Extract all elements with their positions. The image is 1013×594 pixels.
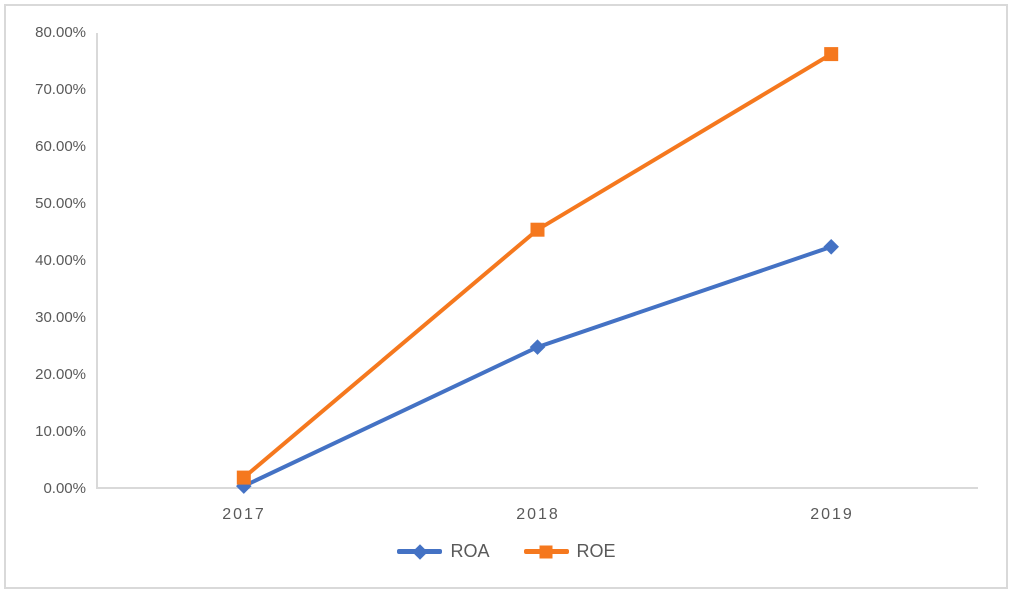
- y-tick-label: 30.00%: [35, 309, 86, 326]
- y-tick-label: 10.00%: [35, 423, 86, 440]
- diamond-marker-icon: [412, 543, 428, 560]
- y-tick-label: 60.00%: [35, 138, 86, 155]
- y-tick-label: 70.00%: [35, 81, 86, 98]
- y-tick-label: 80.00%: [35, 24, 86, 41]
- legend-item-roa: ROA: [397, 541, 490, 562]
- x-axis-line: [97, 487, 978, 489]
- y-tick-label: 40.00%: [35, 252, 86, 269]
- x-tick-label-2017: 2017: [222, 506, 266, 523]
- x-tick-label-2018: 2018: [516, 506, 560, 523]
- legend-label-roa: ROA: [450, 541, 490, 561]
- legend-label-roe: ROE: [576, 541, 616, 561]
- legend-item-roe: ROE: [523, 541, 616, 562]
- y-tick-label: 20.00%: [35, 366, 86, 383]
- y-axis-line: [96, 33, 98, 489]
- square-marker-icon: [539, 545, 553, 558]
- x-tick-label-2019: 2019: [810, 506, 854, 523]
- y-tick-label: 0.00%: [43, 480, 86, 497]
- chart-legend: ROA ROE: [0, 541, 1013, 562]
- y-tick-label: 50.00%: [35, 195, 86, 212]
- roe-series-swatch: [523, 545, 569, 558]
- roa-series-swatch: [397, 543, 443, 560]
